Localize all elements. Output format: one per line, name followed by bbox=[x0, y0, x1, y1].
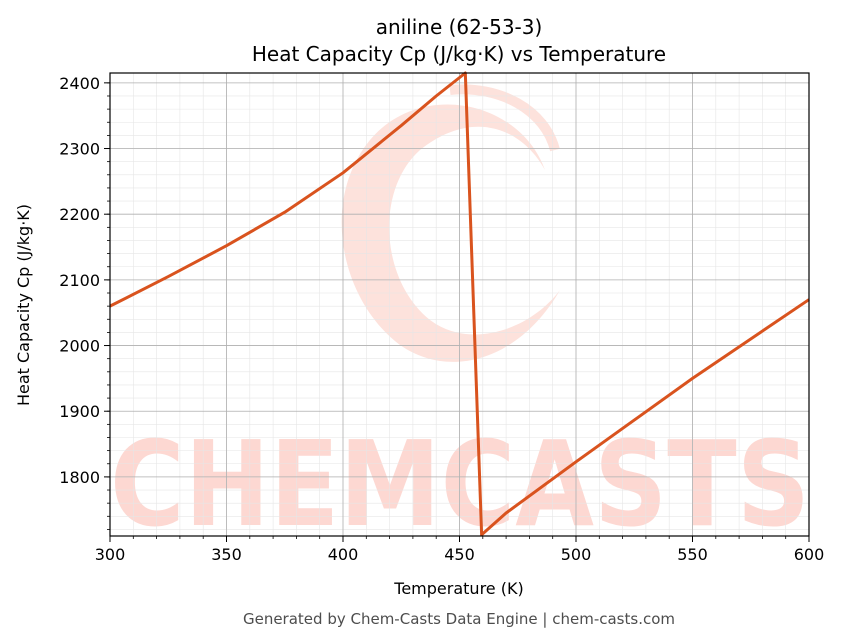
x-tick-label: 550 bbox=[677, 545, 708, 564]
x-axis-label: Temperature (K) bbox=[393, 579, 523, 598]
x-tick-label: 500 bbox=[561, 545, 592, 564]
chart-title-line2: Heat Capacity Cp (J/kg·K) vs Temperature bbox=[252, 42, 666, 66]
watermark: CHEMCASTS bbox=[110, 84, 810, 553]
series-line bbox=[109, 71, 810, 537]
x-tick-label: 450 bbox=[444, 545, 475, 564]
x-tick-label: 600 bbox=[794, 545, 825, 564]
y-axis-label: Heat Capacity Cp (J/kg·K) bbox=[14, 204, 33, 406]
y-tick-label: 2400 bbox=[59, 74, 100, 93]
x-tick-label: 400 bbox=[328, 545, 359, 564]
y-tick-label: 2100 bbox=[59, 271, 100, 290]
x-tick-label: 300 bbox=[95, 545, 126, 564]
watermark-logo-icon bbox=[341, 84, 560, 362]
footer-credit: Generated by Chem-Casts Data Engine | ch… bbox=[243, 610, 675, 628]
axis-ticks: 300 350 400 450 500 550 600 1800 1900 2000 2100 220… bbox=[59, 74, 824, 564]
chart-title-line1: aniline (62-53-3) bbox=[376, 15, 543, 39]
y-tick-label: 1900 bbox=[59, 402, 100, 421]
x-tick-label: 350 bbox=[211, 545, 242, 564]
y-tick-label: 1800 bbox=[59, 468, 100, 487]
y-tick-label: 2200 bbox=[59, 205, 100, 224]
y-tick-label: 2300 bbox=[59, 140, 100, 159]
y-tick-label: 2000 bbox=[59, 337, 100, 356]
watermark-text: CHEMCASTS bbox=[110, 415, 810, 553]
